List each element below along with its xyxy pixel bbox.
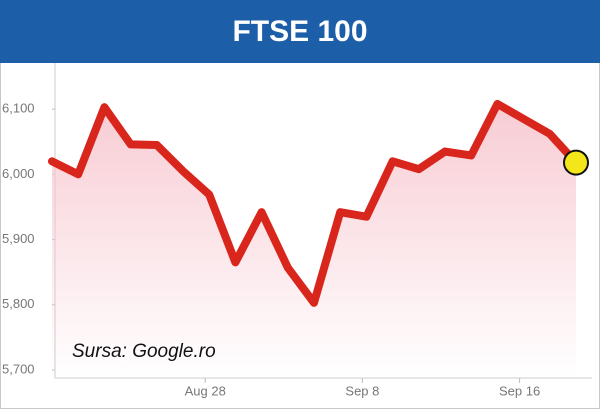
x-tick-label: Sep 16 — [499, 383, 540, 398]
y-tick-label: 6,000 — [2, 166, 35, 181]
y-tick-label: 6,100 — [2, 101, 35, 116]
y-tick-label: 5,700 — [2, 361, 35, 376]
y-tick-label: 5,800 — [2, 296, 35, 311]
x-tick-label: Aug 28 — [185, 383, 226, 398]
y-tick-label: 5,900 — [2, 231, 35, 246]
last-point-marker — [563, 149, 589, 176]
annotation: Sursa: Google.ro — [72, 341, 216, 362]
chart-title: FTSE 100 — [232, 15, 367, 48]
line — [48, 99, 580, 307]
x-tick-label: Sep 8 — [345, 383, 379, 398]
header — [0, 0, 600, 63]
